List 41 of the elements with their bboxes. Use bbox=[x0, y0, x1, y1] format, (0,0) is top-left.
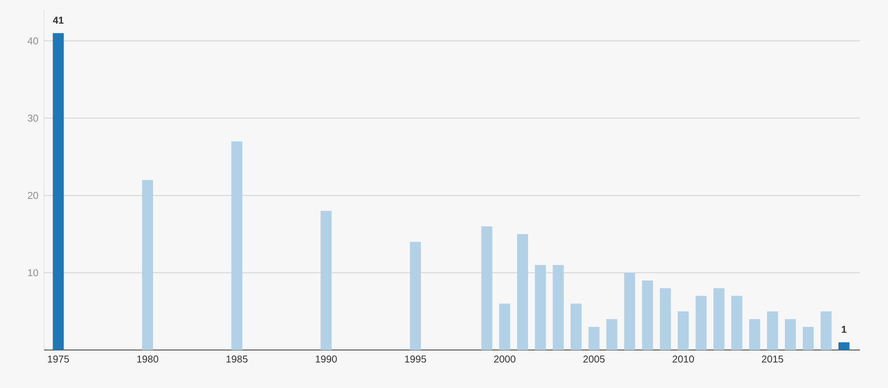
bar bbox=[410, 242, 421, 350]
x-tick-label: 1980 bbox=[137, 356, 158, 363]
bar bbox=[588, 326, 600, 350]
bar bbox=[784, 319, 796, 350]
bar bbox=[767, 311, 778, 350]
bar bbox=[660, 288, 671, 350]
bar bbox=[642, 280, 654, 350]
x-tick-label: 1995 bbox=[405, 356, 426, 363]
bar bbox=[696, 296, 707, 350]
x-tick-label: 2000 bbox=[494, 356, 516, 363]
bar bbox=[820, 311, 832, 350]
x-tick-label: 2015 bbox=[762, 356, 784, 363]
x-tick-label: 2010 bbox=[672, 356, 694, 363]
bar bbox=[678, 311, 689, 350]
bar bbox=[570, 304, 582, 350]
x-tick-label: 1985 bbox=[226, 356, 248, 363]
bar bbox=[749, 319, 760, 350]
bar bbox=[52, 33, 64, 350]
bar bbox=[534, 265, 546, 350]
y-tick-label: 30 bbox=[28, 114, 38, 122]
bar bbox=[838, 342, 850, 350]
x-tick-label: 1975 bbox=[48, 356, 69, 363]
bar bbox=[499, 304, 510, 350]
bar bbox=[802, 326, 814, 350]
bar bbox=[624, 272, 636, 350]
y-tick-label: 40 bbox=[28, 37, 38, 44]
bar bbox=[231, 141, 242, 350]
bar bbox=[517, 234, 528, 350]
x-tick-label: 2005 bbox=[583, 356, 605, 363]
y-tick-label: 20 bbox=[28, 192, 38, 199]
x-tick-label: 1990 bbox=[316, 356, 337, 363]
bar bbox=[552, 265, 564, 350]
data-label: 1 bbox=[842, 326, 846, 333]
bar bbox=[731, 296, 742, 350]
bar bbox=[320, 210, 332, 350]
y-tick-label: 10 bbox=[28, 269, 38, 276]
bar bbox=[606, 319, 618, 350]
bar bbox=[481, 226, 492, 350]
bar bbox=[142, 180, 154, 350]
bar bbox=[713, 288, 724, 350]
data-label: 41 bbox=[52, 16, 64, 24]
